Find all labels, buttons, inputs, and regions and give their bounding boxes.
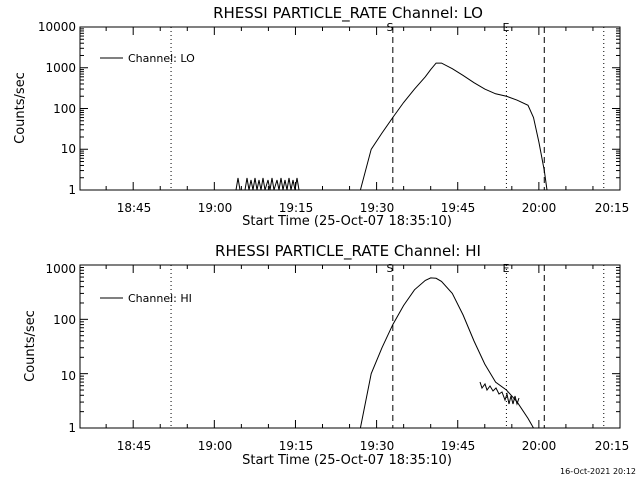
x-tick-label-lo-1845: 18:45 <box>117 201 152 215</box>
x-tick-label-hi-2000: 20:00 <box>522 439 557 453</box>
x-tick-label-lo-1900: 19:00 <box>198 201 233 215</box>
x-tick-label-lo-1915: 19:15 <box>279 201 314 215</box>
y-tick-label-hi-1000: 1000 <box>45 262 76 276</box>
series-line-lo <box>359 62 548 191</box>
series-line-hi <box>359 277 534 429</box>
x-tick-label-hi-1915: 19:15 <box>279 439 314 453</box>
y-axis-label-hi: Counts/sec <box>23 310 38 382</box>
panel-hi-title: RHESSI PARTICLE_RATE Channel: HI <box>215 242 481 261</box>
marker-label-start-lo: S <box>387 21 394 34</box>
x-tick-label-hi-1930: 19:30 <box>360 439 395 453</box>
legend-entry-hi: Channel: HI <box>128 292 192 305</box>
marker-label-end-hi: E <box>503 262 510 275</box>
panel-lo-ticks <box>80 27 621 191</box>
y-tick-label-lo-10000: 10000 <box>38 20 76 34</box>
panel-lo-event-lines <box>170 27 605 190</box>
x-tick-label-hi-2015: 20:15 <box>595 439 630 453</box>
y-tick-label-hi-1: 1 <box>68 421 76 435</box>
y-axis-label-lo: Counts/sec <box>13 72 28 144</box>
panel-hi-frame <box>79 264 621 429</box>
x-axis-label-lo: Start Time (25-Oct-07 18:35:10) <box>242 214 452 229</box>
y-tick-label-lo-1: 1 <box>68 183 76 197</box>
x-tick-label-lo-2015: 20:15 <box>595 201 630 215</box>
x-tick-label-hi-1945: 19:45 <box>441 439 476 453</box>
panel-lo: RHESSI PARTICLE_RATE Channel: LO 10000 1… <box>13 4 629 229</box>
x-tick-label-lo-1945: 19:45 <box>441 201 476 215</box>
x-tick-label-hi-1845: 18:45 <box>117 439 152 453</box>
x-tick-label-lo-1930: 19:30 <box>360 201 395 215</box>
series-lo-noise <box>235 177 300 191</box>
y-tick-label-lo-100: 100 <box>53 102 76 116</box>
panel-hi-event-lines <box>170 265 605 428</box>
footer-timestamp: 16-Oct-2021 20:12 <box>560 467 636 476</box>
panel-hi: RHESSI PARTICLE_RATE Channel: HI 1000 10… <box>23 242 629 468</box>
x-tick-label-hi-1900: 19:00 <box>198 439 233 453</box>
marker-label-start-hi: S <box>387 262 394 275</box>
y-tick-label-hi-10: 10 <box>61 369 76 383</box>
y-tick-label-lo-1000: 1000 <box>45 61 76 75</box>
y-tick-label-hi-100: 100 <box>53 313 76 327</box>
panel-lo-title: RHESSI PARTICLE_RATE Channel: LO <box>213 4 483 23</box>
x-tick-label-lo-2000: 20:00 <box>522 201 557 215</box>
y-tick-label-lo-10: 10 <box>61 142 76 156</box>
x-axis-label-hi: Start Time (25-Oct-07 18:35:10) <box>242 453 452 468</box>
marker-label-end-lo: E <box>503 21 510 34</box>
legend-entry-lo: Channel: LO <box>128 52 195 65</box>
series-hi-noise <box>479 381 520 406</box>
panel-hi-ticks <box>80 265 621 429</box>
